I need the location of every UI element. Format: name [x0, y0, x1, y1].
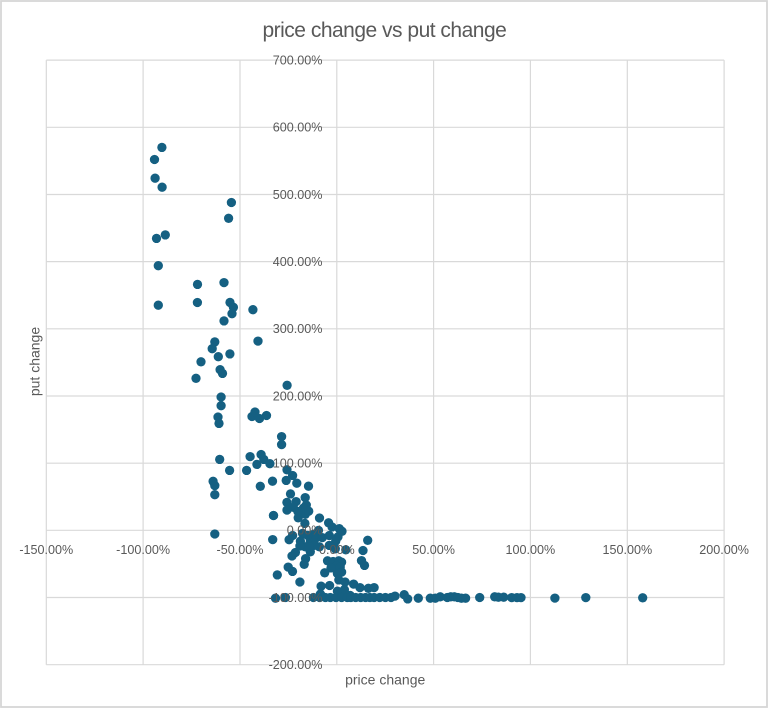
svg-text:-100.00%: -100.00% [116, 543, 170, 557]
svg-text:0.00%: 0.00% [287, 524, 323, 538]
svg-text:-200.00%: -200.00% [269, 658, 323, 672]
svg-text:price change: price change [345, 672, 425, 688]
svg-text:50.00%: 50.00% [412, 543, 455, 557]
svg-text:put change: put change [27, 327, 43, 396]
svg-text:600.00%: 600.00% [273, 121, 323, 135]
svg-text:300.00%: 300.00% [273, 322, 323, 336]
svg-text:400.00%: 400.00% [273, 255, 323, 269]
svg-text:150.00%: 150.00% [602, 543, 652, 557]
svg-text:-50.00%: -50.00% [217, 543, 264, 557]
svg-text:100.00%: 100.00% [273, 457, 323, 471]
svg-text:200.00%: 200.00% [699, 543, 749, 557]
svg-text:-100.00%: -100.00% [269, 591, 323, 605]
svg-text:-150.00%: -150.00% [19, 543, 73, 557]
svg-text:700.00%: 700.00% [273, 53, 323, 67]
svg-text:200.00%: 200.00% [273, 389, 323, 403]
svg-text:price change vs put change: price change vs put change [262, 19, 506, 42]
svg-text:500.00%: 500.00% [273, 188, 323, 202]
svg-text:100.00%: 100.00% [506, 543, 556, 557]
svg-text:0.00%: 0.00% [319, 543, 355, 557]
